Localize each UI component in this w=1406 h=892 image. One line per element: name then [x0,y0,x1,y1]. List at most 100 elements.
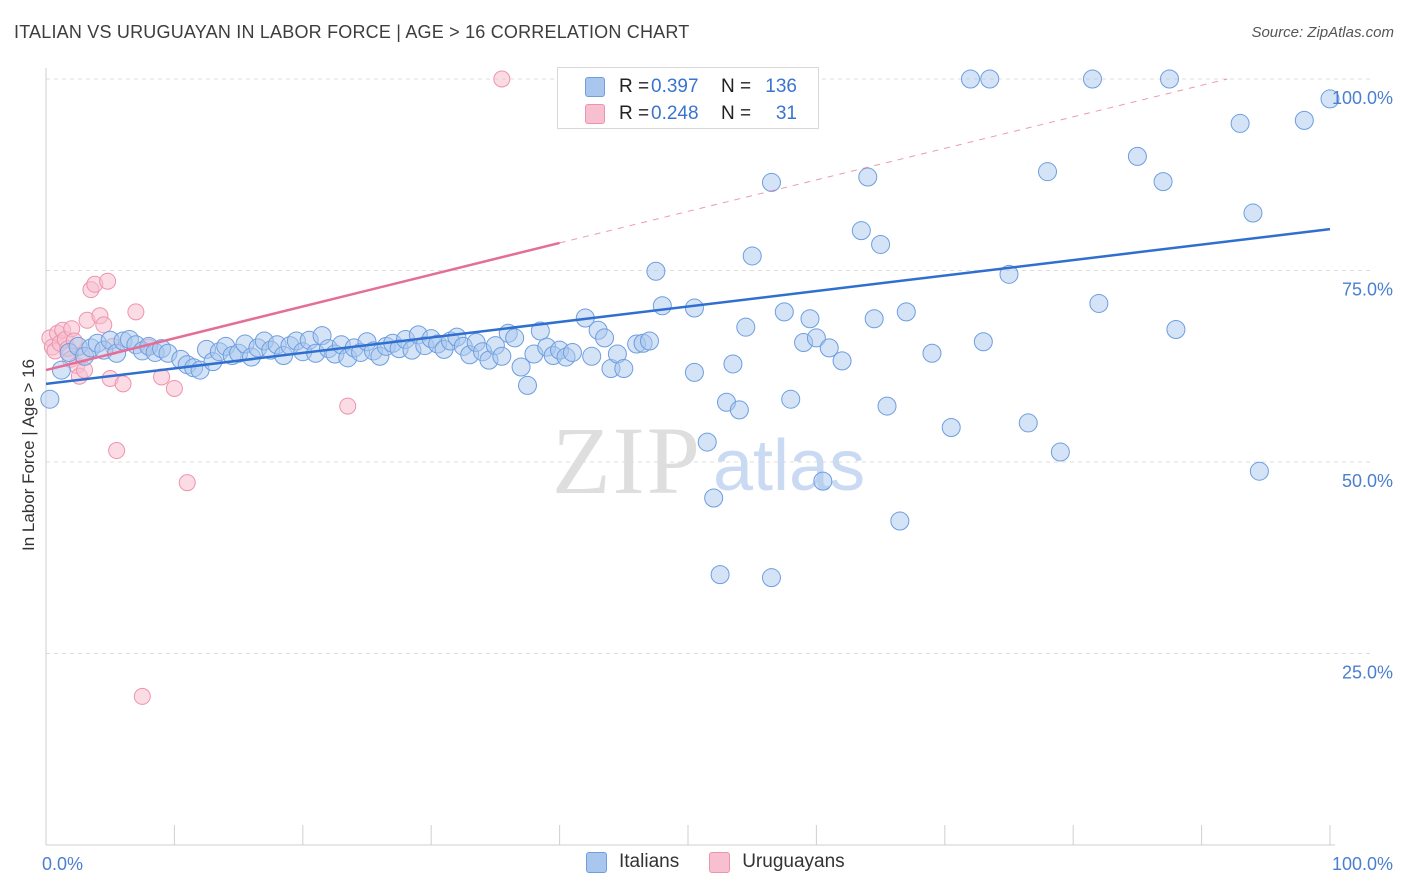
stats-legend: R = 0.397 N = 136 R = 0.248 N = 31 [557,67,819,129]
series-legend: Italians Uruguayans [586,851,875,873]
italians-point-79 [562,342,582,362]
italians-point-83 [595,328,615,348]
uruguayans-r-value: 0.248 [651,103,699,124]
italians-point-81 [582,346,602,366]
uruguayans-point-29 [165,379,183,397]
italians-point-116 [877,396,897,416]
legend-item-uruguayans[interactable]: Uruguayans [709,851,845,873]
italians-point-111 [832,351,852,371]
x-tick-label-min: 0.0% [42,854,83,874]
italians-point-110 [819,338,839,358]
italians-trend-line [45,227,1331,386]
italians-point-137 [1294,110,1314,130]
legend-row-italians: R = 0.397 N = 136 [558,73,797,101]
italians-point-135 [1243,203,1263,223]
italians-point-107 [800,309,820,329]
italians-n-value: 136 [765,76,797,97]
legend-row-uruguayans: R = 0.248 N = 31 [558,100,797,128]
uruguayans-point-25 [127,303,145,321]
uruguayans-point-23 [108,442,126,460]
italians-legend-label: Italians [619,851,680,872]
axes [45,68,1335,846]
uruguayans-point-26 [133,687,151,705]
italians-point-104 [774,302,794,322]
italians-point-128 [1082,69,1102,89]
italians-point-109 [813,471,833,491]
italians-point-138 [1320,89,1340,109]
italians-point-91 [652,296,672,316]
italians-point-113 [858,167,878,187]
uruguayans-swatch [585,104,605,124]
italians-point-102 [761,568,781,588]
italians-point-136 [1249,461,1269,481]
trend-lines [45,78,1331,386]
italians-point-68 [492,346,512,366]
italians-point-100 [736,317,756,337]
italians-point-118 [896,302,916,322]
italians-point-99 [729,400,749,420]
uruguayans-legend-label: Uruguayans [742,851,845,872]
italians-point-95 [704,488,724,508]
italians-point-114 [864,309,884,329]
italians-point-71 [511,357,531,377]
uruguayans-point-32 [493,70,511,88]
italians-point-112 [851,221,871,241]
italians-point-98 [723,354,743,374]
italians-point-122 [973,332,993,352]
italians-r-value: 0.397 [651,76,699,97]
y-tick-label-2: 50.0% [1342,471,1393,491]
tick-labels: 100.0% 75.0% 50.0% 25.0% 0.0% 100.0% [42,88,1393,874]
chart-title: ITALIAN VS URUGUAYAN IN LABOR FORCE | AG… [14,22,690,42]
italians-legend-swatch [586,851,607,873]
uruguayans-n-value: 31 [775,103,797,124]
y-tick-label-1: 75.0% [1342,280,1393,300]
italians-point-120 [941,418,961,438]
italians-point-70 [505,328,525,348]
italians-point-131 [1153,172,1173,192]
uruguayans-legend-swatch [709,851,731,873]
uruguayans-point-31 [339,397,357,415]
italians-point-117 [890,511,910,531]
italians-n-label: N = [721,76,752,97]
italians-point-126 [1038,162,1058,182]
italians-point-86 [614,359,634,379]
italians-point-123 [980,69,1000,89]
italians-point-134 [1230,113,1250,133]
italians-point-89 [639,331,659,351]
italians-point-127 [1050,442,1070,462]
italians-point-129 [1089,293,1109,313]
italians-point-92 [684,298,704,318]
x-tick-label-max: 100.0% [1332,854,1393,874]
italians-point-0 [40,389,60,409]
italians-point-74 [530,321,550,341]
legend-item-italians[interactable]: Italians [586,851,679,873]
watermark-zip: ZIP [552,407,702,514]
italians-points [40,69,1340,588]
italians-point-130 [1127,146,1147,166]
uruguayans-point-30 [178,474,196,492]
italians-point-121 [960,69,980,89]
italians-point-125 [1018,413,1038,433]
italians-point-108 [806,328,826,348]
italians-point-90 [646,261,666,281]
italians-point-119 [922,343,942,363]
italians-point-132 [1160,69,1179,89]
source-label: Source: ZipAtlas.com [1251,24,1394,41]
italians-point-101 [742,246,762,266]
italians-point-133 [1166,319,1186,339]
italians-point-103 [761,172,781,192]
italians-swatch [585,77,605,97]
uruguayans-point-24 [114,375,132,393]
uruguayans-trend-line [45,241,560,372]
italians-point-115 [871,234,891,254]
uruguayans-point-19 [95,316,113,334]
uruguayans-point-20 [99,272,117,290]
uruguayans-n-label: N = [721,103,752,124]
italians-point-94 [697,432,717,452]
watermark-atlas: atlas [713,426,865,506]
italians-point-93 [684,362,704,382]
gridlines [46,78,1370,654]
italians-r-label: R = [619,76,650,97]
italians-point-124 [999,264,1019,284]
